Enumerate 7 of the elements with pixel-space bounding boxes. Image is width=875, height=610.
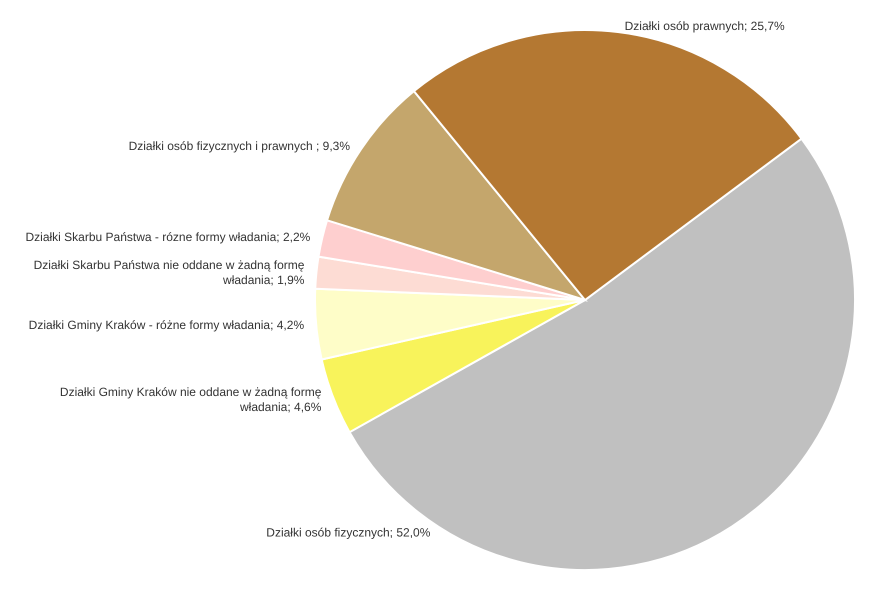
slice-label: Działki osób prawnych; 25,7% bbox=[624, 19, 786, 34]
slice-label: Działki Skarbu Państwa nie oddane w żadną formę władania; 1,9% bbox=[34, 258, 305, 287]
slice-label: Działki osób fizycznych i prawnych ; 9,3% bbox=[128, 138, 350, 153]
slice-label: Działki Gminy Kraków - różne formy władania; 4,2% bbox=[28, 318, 304, 332]
slice-label: Działki Gminy Kraków nie oddane w żadną formę władania; 4,6% bbox=[60, 385, 322, 414]
slice-label: Działki osób fizycznych; 52,0% bbox=[266, 526, 431, 540]
slice-label: Działki Skarbu Państwa - rózne formy władania; 2,2% bbox=[26, 230, 311, 244]
